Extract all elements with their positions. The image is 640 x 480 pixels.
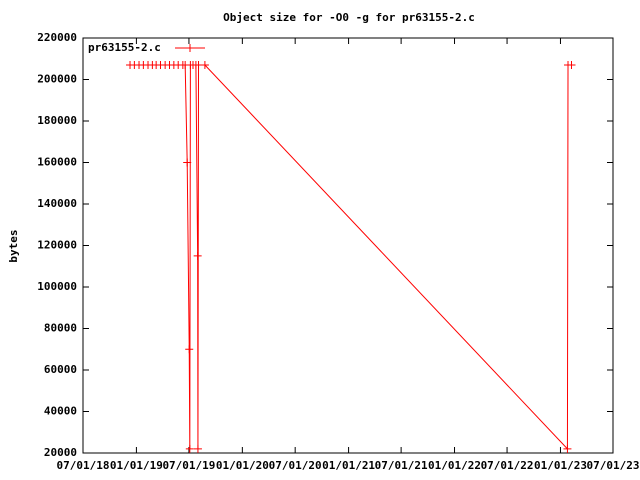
- y-tick-label: 180000: [37, 114, 77, 127]
- x-tick-label: 07/01/22: [481, 459, 534, 472]
- point: [563, 444, 572, 453]
- y-tick-label: 220000: [37, 31, 77, 44]
- series-line: [130, 64, 572, 451]
- y-tick-label: 40000: [44, 405, 77, 418]
- plot-frame: [82, 37, 614, 454]
- x-tick-label: 07/01/20: [269, 459, 322, 472]
- y-tick-label: 60000: [44, 363, 77, 376]
- point: [200, 60, 209, 69]
- y-tick-label: 120000: [37, 239, 77, 252]
- legend-marker: [186, 44, 194, 52]
- point: [567, 60, 576, 69]
- y-tick-label: 80000: [44, 322, 77, 335]
- x-tick-label: 07/01/19: [162, 459, 215, 472]
- y-axis-label: bytes: [7, 229, 20, 262]
- y-tick-label: 100000: [37, 280, 77, 293]
- chart-title: Object size for -O0 -g for pr63155-2.c: [223, 11, 475, 24]
- y-tick-label: 140000: [37, 197, 77, 210]
- x-tick-label: 07/01/18: [57, 459, 110, 472]
- x-tick-label: 01/01/19: [110, 459, 163, 472]
- point: [193, 444, 202, 453]
- point: [185, 444, 194, 453]
- y-tick-label: 200000: [37, 73, 77, 86]
- x-tick-label: 07/01/21: [375, 459, 428, 472]
- x-tick-label: 07/01/23: [587, 459, 640, 472]
- point: [185, 345, 194, 354]
- x-tick-label: 01/01/20: [216, 459, 269, 472]
- x-tick-label: 01/01/22: [428, 459, 481, 472]
- legend-label: pr63155-2.c: [88, 41, 161, 54]
- point: [193, 251, 202, 260]
- x-tick-label: 01/01/23: [534, 459, 587, 472]
- x-tick-label: 01/01/21: [322, 459, 375, 472]
- y-tick-label: 20000: [44, 446, 77, 459]
- point: [183, 158, 192, 167]
- y-tick-label: 160000: [37, 156, 77, 169]
